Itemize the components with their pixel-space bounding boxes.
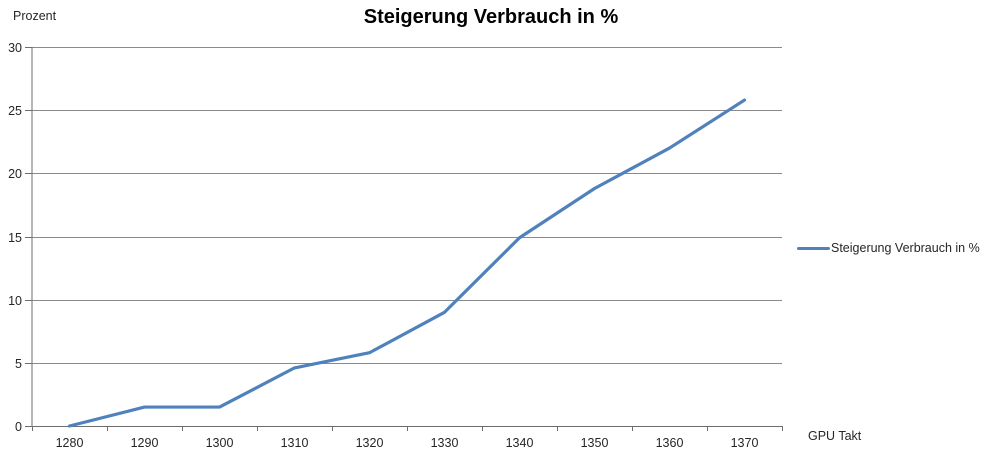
legend: Steigerung Verbrauch in % — [797, 241, 980, 255]
series-line — [67, 98, 747, 428]
chart-title: Steigerung Verbrauch in % — [363, 6, 619, 28]
y-axis-title: Prozent — [13, 9, 57, 23]
y-tick-label-15: 15 — [8, 230, 22, 245]
x-tick-label-1340: 1340 — [505, 436, 534, 450]
x-tick-label-1290: 1290 — [130, 436, 159, 450]
y-tick-label-0: 0 — [15, 419, 22, 434]
y-tick-label-10: 10 — [8, 293, 22, 308]
x-tick-label-1310: 1310 — [280, 436, 309, 450]
x-tick-label-1300: 1300 — [205, 436, 234, 450]
y-tick-label-25: 25 — [8, 103, 22, 118]
x-axis-title: GPU Takt — [808, 429, 862, 443]
x-tick-label-1370: 1370 — [730, 436, 759, 450]
legend-series-line-icon — [797, 246, 830, 250]
x-tick-label-1280: 1280 — [55, 436, 84, 450]
y-tick-label-20: 20 — [8, 166, 22, 181]
x-tick-label-1350: 1350 — [580, 436, 609, 450]
y-tick-label-5: 5 — [15, 356, 22, 371]
x-tick-label-1330: 1330 — [430, 436, 459, 450]
legend-series-label: Steigerung Verbrauch in % — [831, 241, 980, 255]
x-tick-label-1320: 1320 — [355, 436, 384, 450]
x-tick-label-1360: 1360 — [655, 436, 684, 450]
y-tick-label-30: 30 — [8, 40, 22, 55]
